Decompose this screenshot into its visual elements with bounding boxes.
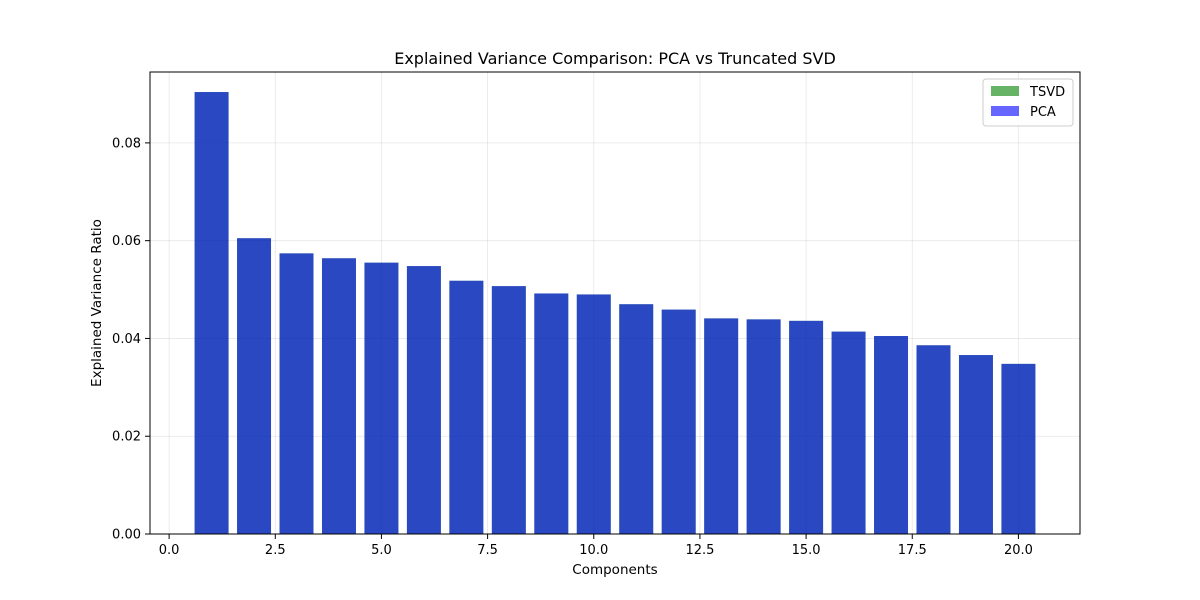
bar-pca-18: [916, 345, 951, 534]
bar-pca-8: [491, 286, 526, 534]
bar-pca-14: [746, 319, 781, 534]
bar-pca-16: [831, 331, 866, 534]
bar-pca-11: [619, 304, 654, 534]
y-tick-label: 0.04: [112, 332, 141, 347]
y-tick-label: 0.08: [112, 136, 141, 151]
y-tick-label: 0.02: [112, 430, 141, 445]
x-axis-ticks: 0.0 2.5 5.0 7.5 10.0 12.5 15.0 17.5 20.0: [159, 534, 1033, 558]
bar-pca-7: [449, 280, 484, 534]
x-tick-label: 12.5: [685, 543, 714, 558]
bar-pca-3: [279, 253, 314, 534]
bar-pca-6: [406, 266, 441, 534]
x-tick-label: 2.5: [265, 543, 286, 558]
legend-swatch-pca: [991, 106, 1019, 116]
bar-pca-12: [661, 309, 696, 534]
bar-pca-2: [237, 238, 272, 534]
y-axis-ticks: 0.00 0.02 0.04 0.06 0.08: [112, 136, 150, 543]
bar-pca-20: [1001, 363, 1036, 534]
x-tick-label: 17.5: [898, 543, 927, 558]
plot-frame: [149, 71, 1081, 535]
y-axis-label: Explained Variance Ratio: [89, 219, 105, 387]
bar-pca-10: [576, 294, 611, 534]
x-tick-label: 15.0: [792, 543, 821, 558]
chart-title: Explained Variance Comparison: PCA vs Tr…: [394, 49, 836, 68]
x-axis-label: Components: [572, 562, 657, 578]
legend-label-tsvd: TSVD: [1029, 85, 1065, 100]
legend: TSVD PCA: [982, 78, 1074, 127]
bar-pca-9: [534, 293, 569, 534]
bar-pca-13: [704, 318, 739, 534]
x-tick-label: 7.5: [477, 543, 498, 558]
x-tick-label: 10.0: [579, 543, 608, 558]
x-tick-label: 5.0: [371, 543, 392, 558]
y-tick-label: 0.00: [112, 528, 141, 543]
bar-pca-19: [958, 355, 993, 534]
bar-pca-15: [789, 320, 824, 534]
bar-pca-1: [194, 92, 229, 535]
legend-swatch-tsvd: [991, 86, 1019, 96]
bar-pca-4: [321, 258, 356, 534]
bar-pca-17: [874, 336, 909, 534]
y-tick-label: 0.06: [112, 234, 141, 249]
legend-label-pca: PCA: [1030, 105, 1056, 120]
x-tick-label: 20.0: [1004, 543, 1033, 558]
x-tick-label: 0.0: [159, 543, 180, 558]
bar-pca-5: [364, 262, 399, 534]
bars: [194, 92, 1036, 535]
